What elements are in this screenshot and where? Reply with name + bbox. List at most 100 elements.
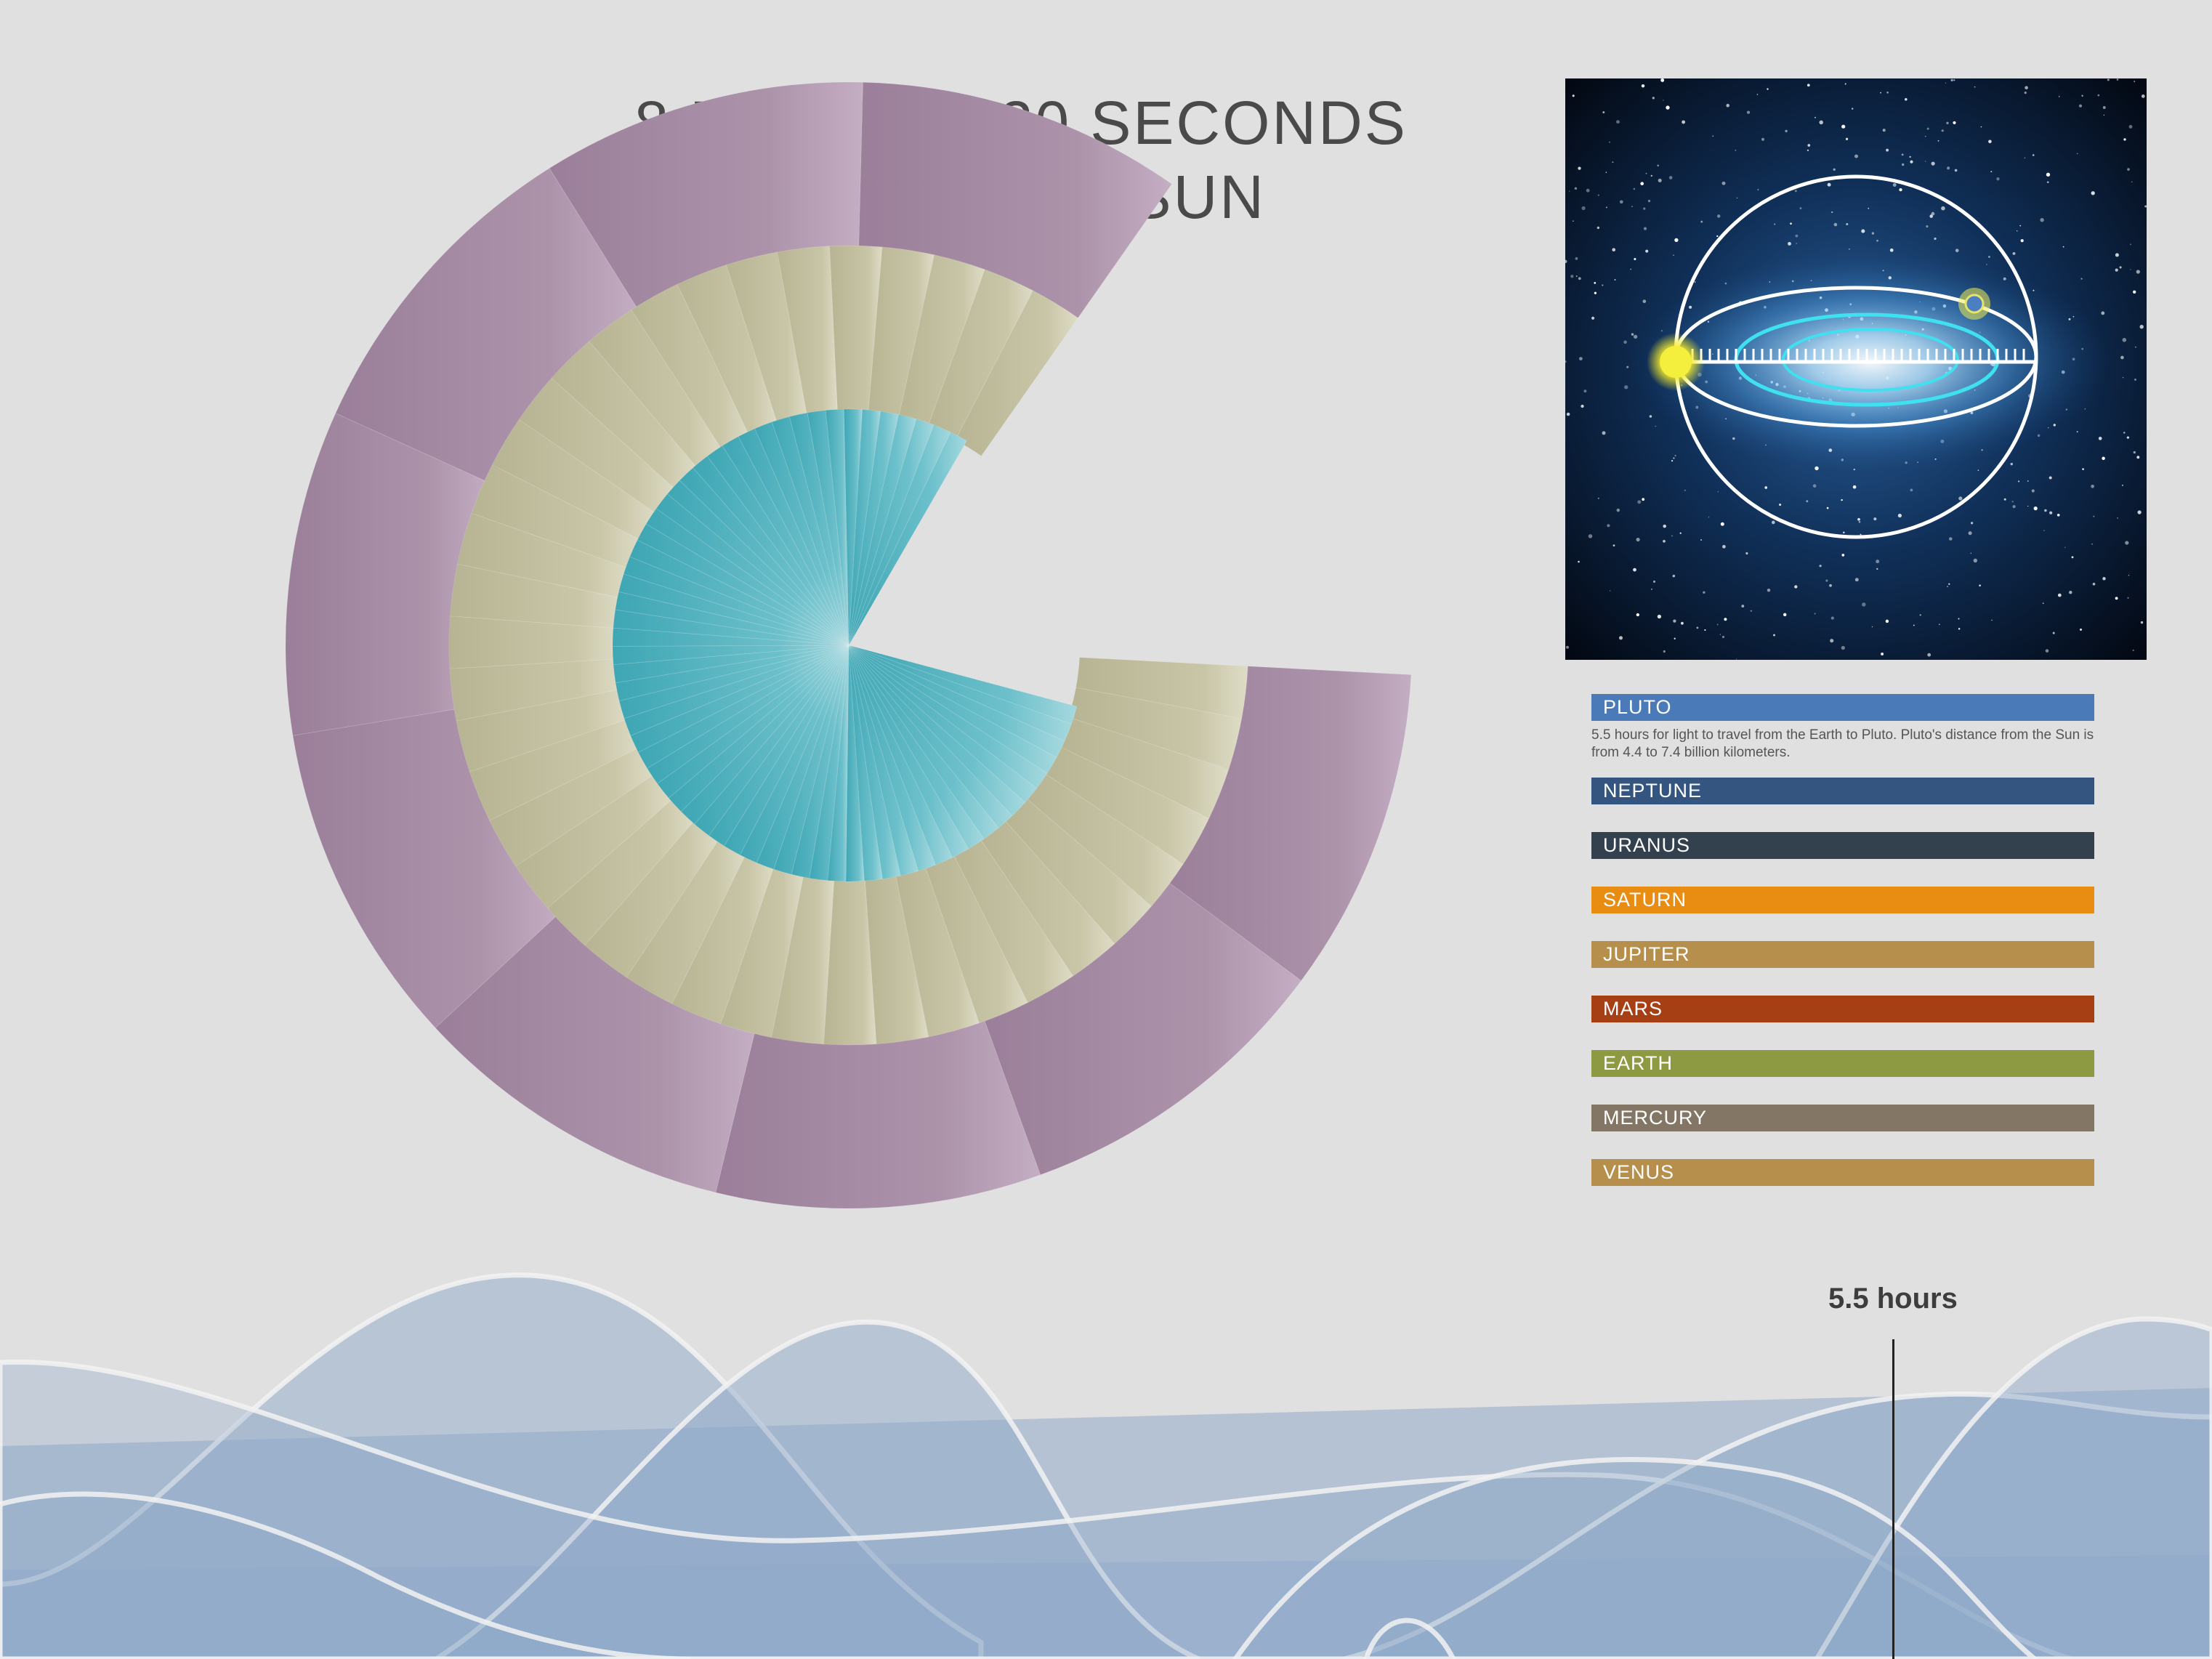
inner-ring-segment — [848, 645, 919, 876]
inner-ring-segment — [827, 645, 849, 882]
inner-ring-segment — [807, 410, 849, 646]
inner-ring-segment — [773, 645, 849, 875]
inner-ring-segment — [848, 424, 951, 646]
legend-item-venus: VENUS — [1591, 1159, 2094, 1186]
planet-legend: PLUTO 5.5 hours for light to travel from … — [1591, 694, 2094, 1214]
inner-ring-segment — [618, 645, 849, 719]
inner-ring-segment — [848, 409, 881, 646]
inner-ring-segment — [612, 627, 849, 647]
inner-ring-segment — [848, 645, 1057, 774]
radial-chart — [285, 81, 1412, 1209]
inner-ring-segment — [788, 412, 849, 646]
inner-ring-segment — [848, 645, 1038, 803]
inner-ring-segment — [848, 645, 1013, 828]
inner-ring-segment — [722, 436, 849, 646]
inner-ring-segment — [848, 645, 1065, 759]
inner-ring-segment — [615, 645, 849, 701]
inner-ring-segment — [825, 408, 849, 646]
wave-shape — [0, 1491, 691, 1659]
inner-ring-segment — [848, 645, 883, 881]
inner-ring-segment — [680, 645, 849, 825]
legend-description: 5.5 hours for light to travel from the E… — [1591, 727, 2094, 760]
inner-ring-segment — [738, 428, 849, 646]
inner-ring-segment — [848, 645, 1078, 724]
inner-ring-segment — [637, 645, 849, 770]
inner-ring-segment — [615, 591, 849, 646]
legend-label: VENUS — [1591, 1159, 2094, 1186]
legend-item-uranus: URANUS — [1591, 832, 2094, 859]
inner-ring-segment — [848, 645, 1048, 789]
inner-ring-segment — [809, 645, 849, 881]
inner-ring-segment — [848, 645, 999, 840]
earth-icon — [1964, 294, 1985, 314]
inner-ring-segment — [629, 539, 849, 646]
inner-ring-segment — [848, 645, 953, 865]
wave-shape — [1344, 1391, 2212, 1659]
inner-ring-segment — [848, 645, 985, 849]
middle-ring-segment — [1067, 687, 1243, 770]
legend-label: PLUTO — [1591, 694, 2094, 721]
marker-label: 5.5 hours — [1828, 1283, 1958, 1315]
legend-item-saturn: SATURN — [1591, 887, 2094, 913]
marker-line — [1892, 1339, 1894, 1659]
inner-ring-segment — [645, 508, 849, 646]
inner-ring-segment — [739, 645, 849, 863]
inner-ring-segment — [708, 645, 849, 847]
legend-item-mercury: MERCURY — [1591, 1105, 2094, 1131]
inner-ring-segment — [848, 645, 1073, 742]
inner-ring-segment — [756, 645, 849, 870]
inner-ring-segment — [694, 645, 849, 836]
wave-shape — [1363, 1618, 1456, 1659]
inner-ring-segment — [646, 645, 849, 785]
galaxy-orbit-image — [1565, 78, 2147, 660]
inner-ring-segment — [623, 556, 849, 646]
inner-ring-segment — [848, 645, 937, 872]
inner-ring-segment — [706, 445, 849, 646]
inner-ring-segment — [655, 493, 849, 646]
inner-ring-segment — [848, 432, 968, 646]
wave-shape — [1232, 1457, 2039, 1659]
wave-shape — [1813, 1316, 2212, 1659]
legend-label: EARTH — [1591, 1050, 2094, 1077]
middle-ring — [448, 245, 1248, 1046]
legend-label: MERCURY — [1591, 1105, 2094, 1131]
legend-item-pluto: PLUTO 5.5 hours for light to travel from … — [1591, 694, 2094, 762]
legend-item-neptune: NEPTUNE — [1591, 778, 2094, 804]
inner-ring-segment — [623, 645, 849, 737]
inner-ring-segment — [848, 418, 935, 646]
inner-ring-segment — [637, 523, 849, 646]
inner-ring-segment — [693, 456, 849, 646]
legend-label: URANUS — [1591, 832, 2094, 859]
inner-ring-segment — [771, 416, 849, 646]
inner-ring-segment — [612, 645, 849, 666]
inner-ring-segment — [791, 645, 849, 879]
inner-ring-segment — [679, 467, 849, 646]
inner-ring-segment — [613, 645, 849, 684]
inner-ring — [612, 408, 1078, 882]
inner-ring-segment — [848, 645, 1026, 817]
legend-item-jupiter: JUPITER — [1591, 941, 2094, 968]
inner-ring-segment — [723, 645, 849, 856]
legend-item-mars: MARS — [1591, 996, 2094, 1022]
inner-ring-segment — [848, 645, 901, 880]
inner-ring-segment — [668, 645, 849, 812]
outer-ring — [285, 81, 1412, 1209]
inner-ring-segment — [848, 413, 917, 646]
inner-ring-segment — [666, 480, 849, 646]
legend-label: JUPITER — [1591, 941, 2094, 968]
inner-ring-segment — [848, 411, 900, 646]
inner-ring-segment — [613, 609, 849, 646]
inner-ring-segment — [618, 573, 849, 646]
orbit-cyan-inner — [1782, 328, 1959, 392]
inner-ring-segment — [754, 421, 849, 646]
wave-shape — [431, 1319, 1200, 1659]
inner-ring-segment — [656, 645, 849, 799]
inner-ring-segment — [630, 645, 849, 753]
inner-ring-segment — [845, 645, 865, 882]
legend-item-earth: EARTH — [1591, 1050, 2094, 1077]
inner-ring-segment — [848, 645, 969, 858]
inner-ring-segment — [843, 408, 863, 646]
legend-label: NEPTUNE — [1591, 778, 2094, 804]
legend-label: MARS — [1591, 996, 2094, 1022]
